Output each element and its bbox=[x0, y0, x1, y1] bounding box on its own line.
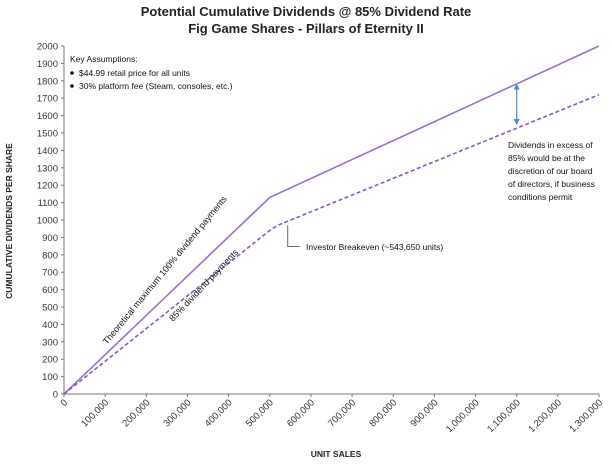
excess-text-line: conditions permit bbox=[508, 192, 573, 202]
y-tick-label: 800 bbox=[42, 250, 58, 261]
y-tick-label: 1000 bbox=[37, 216, 58, 227]
y-tick-label: 0 bbox=[53, 390, 58, 401]
key-assumptions: Key Assumptions: $44.99 retail price for… bbox=[70, 54, 233, 91]
x-tick-label: 1,300,000 bbox=[567, 397, 605, 435]
y-tick-label: 300 bbox=[42, 337, 58, 348]
y-tick-label: 1600 bbox=[37, 111, 58, 122]
x-tick-label: 800,000 bbox=[367, 397, 399, 429]
x-tick-label: 500,000 bbox=[244, 397, 276, 429]
chart-title: Potential Cumulative Dividends @ 85% Div… bbox=[141, 4, 472, 19]
excess-text-line: of directors, if business bbox=[508, 179, 595, 189]
excess-text-line: 85% would be at the bbox=[508, 153, 585, 163]
y-tick-label: 2000 bbox=[37, 42, 58, 53]
x-tick-label: 900,000 bbox=[408, 397, 440, 429]
y-tick-label: 900 bbox=[42, 233, 58, 244]
breakeven-annotation: Investor Breakeven (~543,650 units) bbox=[287, 225, 443, 252]
excess-text-line: discretion of our board bbox=[508, 166, 593, 176]
series-lines bbox=[63, 45, 600, 395]
x-tick-label: 0 bbox=[59, 397, 71, 409]
series-line-85pct bbox=[63, 93, 600, 395]
y-tick-label: 1100 bbox=[38, 198, 58, 209]
x-tick-labels: 0 100,000 200,000 300,000 400,000 500,000 600,… bbox=[59, 394, 605, 435]
y-tick-label: 100 bbox=[42, 372, 58, 383]
x-axis-label: UNIT SALES bbox=[311, 449, 362, 459]
y-tick-label: 1400 bbox=[37, 146, 58, 157]
series-line-max-100pct bbox=[63, 45, 600, 395]
y-axis-label: CUMULATIVE DIVIDENDS PER SHARE bbox=[4, 143, 14, 299]
bullet-icon bbox=[70, 84, 74, 88]
y-tick-label: 1300 bbox=[37, 163, 58, 174]
x-tick-label: 400,000 bbox=[203, 397, 235, 429]
x-tick-label: 300,000 bbox=[162, 397, 194, 429]
x-tick-label: 700,000 bbox=[326, 397, 358, 429]
y-tick-label: 1500 bbox=[37, 129, 58, 140]
y-tick-label: 1800 bbox=[37, 76, 58, 87]
x-tick-label: 200,000 bbox=[120, 397, 152, 429]
breakeven-leader-line bbox=[287, 225, 300, 248]
y-tick-label: 500 bbox=[42, 303, 58, 314]
y-tick-label: 600 bbox=[42, 285, 58, 296]
x-tick-label: 1,200,000 bbox=[526, 397, 564, 435]
y-tick-label: 700 bbox=[42, 268, 58, 279]
y-tick-label: 1200 bbox=[37, 181, 58, 192]
y-tick-label: 400 bbox=[42, 320, 58, 331]
assumption-item: $44.99 retail price for all units bbox=[79, 68, 190, 78]
x-tick-label: 100,000 bbox=[79, 397, 111, 429]
y-tick-label: 200 bbox=[42, 355, 58, 366]
excess-annotation: Dividends in excess of 85% would be at t… bbox=[508, 83, 595, 202]
breakeven-label: Investor Breakeven (~543,650 units) bbox=[306, 242, 443, 252]
key-assumptions-heading: Key Assumptions: bbox=[70, 54, 138, 64]
y-tick-label: 1700 bbox=[37, 94, 58, 105]
x-tick-label: 1,000,000 bbox=[444, 397, 482, 435]
axes bbox=[63, 46, 599, 395]
bullet-icon bbox=[70, 71, 74, 75]
excess-text-line: Dividends in excess of bbox=[508, 140, 593, 150]
y-tick-labels: 0 100 200 300 400 500 600 700 800 900 1000 1100 1200… bbox=[37, 42, 64, 401]
series-label-max: Theoretical maximum 100% dividend paymen… bbox=[101, 194, 229, 347]
x-tick-label: 1,100,000 bbox=[485, 397, 523, 435]
y-tick-label: 1900 bbox=[37, 59, 58, 70]
assumption-item: 30% platform fee (Steam, consoles, etc.) bbox=[79, 81, 233, 91]
chart-subtitle: Fig Game Shares - Pillars of Eternity II bbox=[188, 21, 424, 36]
x-tick-label: 600,000 bbox=[285, 397, 317, 429]
